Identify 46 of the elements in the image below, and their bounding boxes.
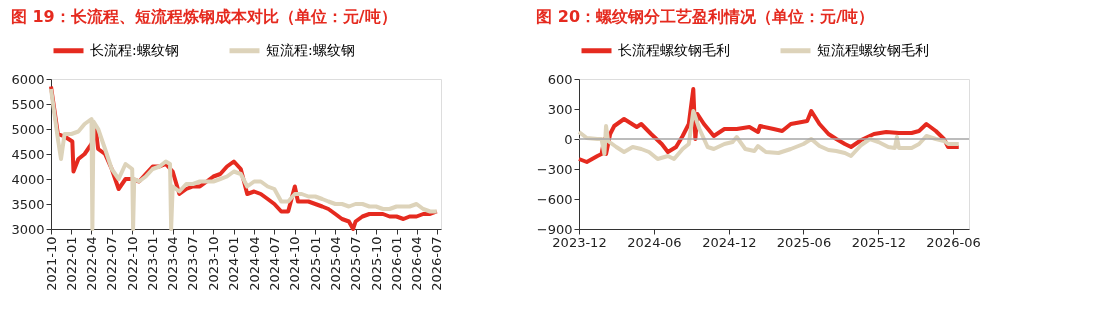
x-tick-label: 2025-12	[851, 234, 907, 250]
x-tick-label: 2024-12	[702, 234, 757, 250]
x-tick-label: 2024-06	[627, 234, 682, 250]
x-tick-label: 2025-01	[307, 236, 323, 291]
x-tick-label: 2025-06	[776, 234, 832, 250]
x-tick-label: 2026-01	[389, 236, 404, 291]
chart-title: 图 19：长流程、短流程炼钢成本对比（单位：元/吨）	[10, 7, 397, 26]
x-tick-label: 2024-04	[246, 236, 262, 291]
x-tick-label: 2025-10	[368, 236, 384, 291]
y-tick-label: 6000	[11, 71, 45, 87]
line-series	[577, 109, 961, 161]
x-tick-label: 2023-12	[552, 234, 607, 250]
y-tick-label: 3000	[11, 221, 45, 237]
x-tick-label: 2022-10	[124, 236, 140, 291]
y-tick-label: 4000	[11, 171, 45, 187]
x-tick-label: 2023-10	[205, 236, 221, 291]
x-tick-label: 2026-04	[409, 236, 425, 291]
x-tick-label: 2023-04	[165, 236, 181, 291]
x-tick-label: 2024-01	[226, 236, 242, 291]
x-tick-label: 2024-10	[287, 236, 303, 291]
legend-label: 长流程:螺纹钢	[90, 41, 179, 58]
x-tick-label: 2026-06	[926, 234, 981, 250]
y-tick-label: 5000	[11, 121, 45, 137]
x-tick-label: 2024-07	[266, 236, 282, 291]
y-tick-label: 5500	[11, 96, 45, 112]
y-tick-label: 600	[547, 71, 573, 87]
legend-label: 短流程:螺纹钢	[266, 41, 355, 58]
legend-label: 长流程螺纹钢毛利	[618, 41, 730, 58]
x-tick-label: 2026-07	[429, 236, 445, 291]
x-tick-label: 2023-07	[185, 236, 201, 291]
chart-title: 图 20：螺纹钢分工艺盈利情况（单位：元/吨）	[536, 7, 874, 26]
x-tick-label: 2025-04	[327, 236, 343, 291]
x-tick-label: 2022-04	[83, 236, 99, 291]
x-tick-label: 2022-01	[63, 236, 79, 291]
y-tick-label: 4500	[11, 146, 45, 162]
x-tick-label: 2025-07	[348, 236, 364, 291]
y-tick-label: −900	[536, 221, 573, 237]
y-tick-label: −300	[536, 161, 573, 177]
y-tick-label: 0	[564, 131, 573, 147]
y-tick-label: −600	[536, 191, 573, 207]
x-tick-label: 2021-10	[43, 236, 59, 291]
legend-label: 短流程螺纹钢毛利	[817, 41, 929, 58]
x-tick-label: 2023-01	[145, 236, 161, 291]
y-tick-label: 300	[547, 101, 573, 117]
x-tick-label: 2022-07	[104, 236, 120, 291]
y-tick-label: 3500	[11, 196, 45, 212]
